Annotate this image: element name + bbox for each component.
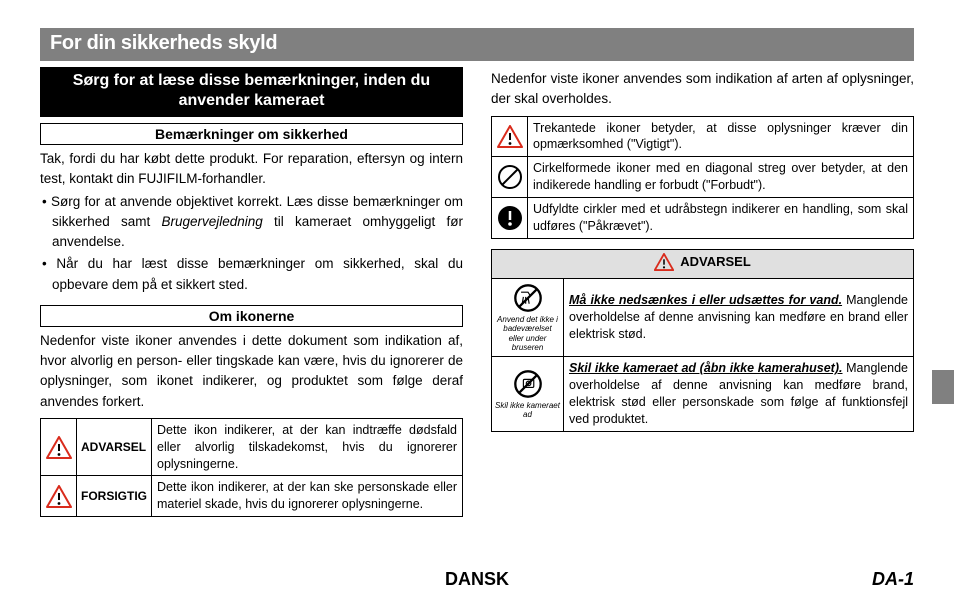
warning-table-header: ADVARSEL [492,249,914,279]
required-circle-icon [492,198,528,239]
bullet1-part-b: Brugervejledning [161,214,262,229]
no-water-icon: Anvend det ikke i badeværelset eller und… [492,279,564,357]
prohibit-meaning-text: Cirkelformede ikoner med en diagonal str… [528,157,914,198]
no-water-caption: Anvend det ikke i badeværelset eller und… [495,315,560,352]
bullet-list: Sørg for at anvende objektivet korrekt. … [40,192,463,295]
about-icons-heading: Om ikonerne [40,305,463,327]
no-water-text: Må ikke nedsænkes i eller udsættes for v… [564,279,914,357]
icon-row-prohibit: Cirkelformede ikoner med en diagonal str… [492,157,914,198]
left-subheading-bar: Sørg for at læse disse bemærkninger, ind… [40,67,463,117]
warning-row-water: Anvend det ikke i badeværelset eller und… [492,279,914,357]
no-disassemble-title: Skil ikke kameraet ad (åbn ikke kamerahu… [569,361,842,375]
bullet-item-1: Sørg for at anvende objektivet korrekt. … [40,192,463,253]
triangle-meaning-text: Trekantede ikoner betyder, at disse oply… [528,116,914,157]
caution-label: FORSIGTIG [77,476,152,517]
page-side-tab [932,370,954,404]
right-column: Nedenfor viste ikoner anvendes som indik… [491,67,914,517]
severity-row-caution: FORSIGTIG Dette ikon indikerer, at der k… [41,476,463,517]
caution-description: Dette ikon indikerer, at der kan ske per… [152,476,463,517]
warning-header-icon [654,253,674,271]
warning-row-disassemble: Skil ikke kameraet ad Skil ikke kameraet… [492,357,914,432]
footer-language: DANSK [40,569,914,590]
warning-description: Dette ikon indikerer, at der kan indtræf… [152,418,463,476]
page-header-bar: For din sikkerheds skyld [40,28,914,61]
warning-table-header-row: ADVARSEL [492,249,914,279]
page-footer: DANSK DA-1 [40,569,914,590]
no-disassemble-text: Skil ikke kameraet ad (åbn ikke kamerahu… [564,357,914,432]
icon-meaning-table: Trekantede ikoner betyder, at disse oply… [491,116,914,239]
bullet-item-2: Når du har læst disse bemærkninger om si… [40,254,463,295]
severity-icon-table: ADVARSEL Dette ikon indikerer, at der ka… [40,418,463,517]
warning-triangle-icon [41,418,77,476]
triangle-alert-icon [492,116,528,157]
severity-row-warning: ADVARSEL Dette ikon indikerer, at der ka… [41,418,463,476]
required-meaning-text: Udfyldte cirkler med et udråbstegn indik… [528,198,914,239]
warning-header-label: ADVARSEL [680,253,751,271]
icon-row-triangle: Trekantede ikoner betyder, at disse oply… [492,116,914,157]
no-water-title: Må ikke nedsænkes i eller udsættes for v… [569,293,842,307]
no-disassemble-caption: Skil ikke kameraet ad [495,401,560,419]
intro-paragraph: Tak, fordi du har købt dette produkt. Fo… [40,149,463,190]
caution-triangle-icon [41,476,77,517]
warning-label: ADVARSEL [77,418,152,476]
two-column-layout: Sørg for at læse disse bemærkninger, ind… [40,67,914,517]
icon-row-required: Udfyldte cirkler med et udråbstegn indik… [492,198,914,239]
left-column: Sørg for at læse disse bemærkninger, ind… [40,67,463,517]
right-intro-paragraph: Nedenfor viste ikoner anvendes som indik… [491,69,914,110]
icons-intro-paragraph: Nedenfor viste ikoner anvendes i dette d… [40,331,463,412]
prohibit-circle-icon [492,157,528,198]
warning-detail-table: ADVARSEL Anvend det ikke i badeværelset … [491,249,914,432]
safety-notes-heading: Bemærkninger om sikkerhed [40,123,463,145]
no-disassemble-icon: Skil ikke kameraet ad [492,357,564,432]
